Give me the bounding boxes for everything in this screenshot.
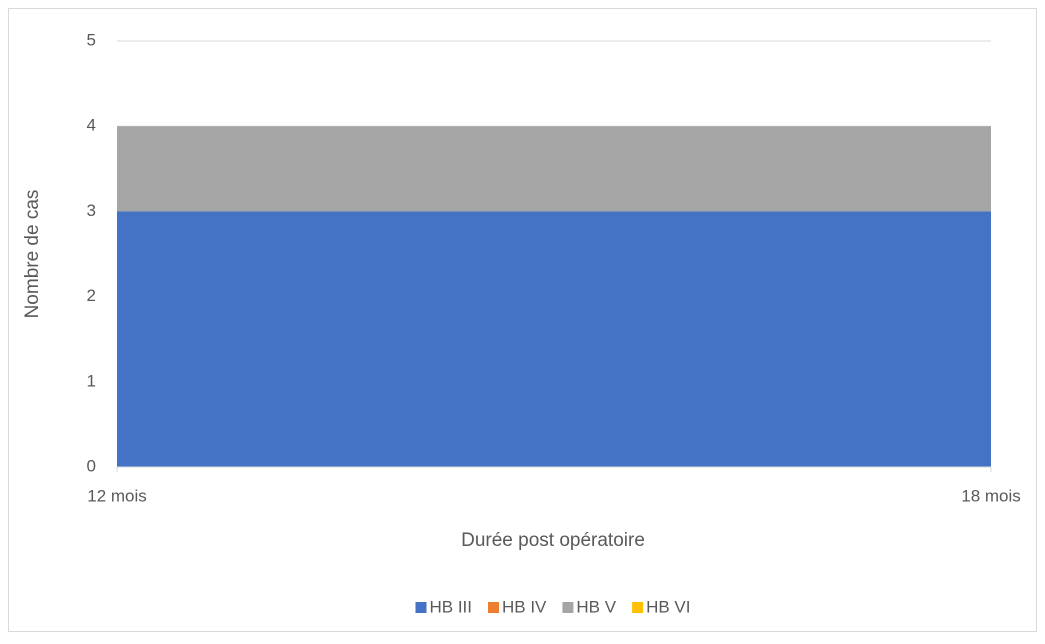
legend-label: HB IV	[502, 597, 547, 616]
legend-label: HB V	[576, 597, 616, 616]
legend-label: HB VI	[646, 597, 690, 616]
legend-label: HB III	[429, 597, 472, 616]
area	[117, 126, 991, 212]
legend-swatch	[415, 602, 427, 613]
x-tick-label: 18 mois	[961, 486, 1021, 505]
y-tick-label: 1	[87, 371, 96, 390]
y-tick-label: 4	[87, 116, 96, 135]
y-tick-label: 2	[87, 286, 96, 305]
y-axis-title: Nombre de cas	[22, 190, 43, 319]
legend-swatch	[488, 602, 500, 613]
y-tick-label: 0	[87, 456, 96, 475]
y-tick-label: 5	[87, 30, 96, 49]
legend-swatch	[632, 602, 644, 613]
x-tick-label: 12 mois	[87, 486, 147, 505]
legend-swatch	[562, 602, 574, 613]
y-tick-label: 3	[87, 201, 96, 220]
area	[117, 211, 991, 467]
x-axis-title: Durée post opératoire	[461, 530, 645, 551]
